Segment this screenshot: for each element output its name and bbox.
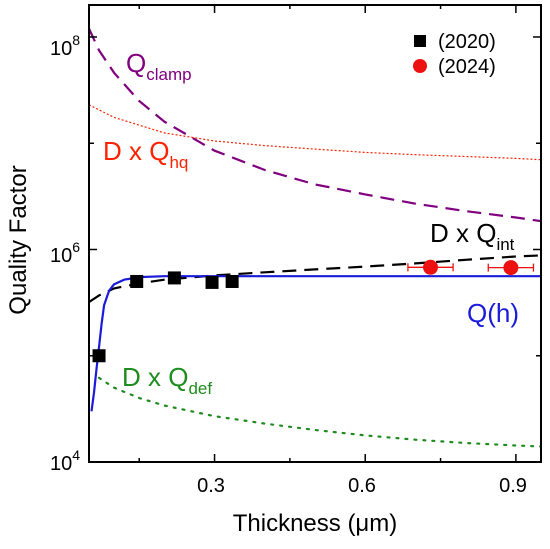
q-def-curve xyxy=(97,376,541,448)
q-clamp-curve xyxy=(89,28,541,223)
data-point-2024 xyxy=(503,260,519,276)
x-tick-label: 0.3 xyxy=(197,475,225,497)
legend-marker-2020 xyxy=(414,35,426,47)
q-clamp-label: Qclamp xyxy=(126,48,192,84)
legend: (2020) (2024) xyxy=(413,31,496,78)
data-point-2020 xyxy=(225,274,239,288)
data-markers xyxy=(92,259,535,363)
axis-ticks xyxy=(89,5,541,463)
legend-marker-2024 xyxy=(413,59,427,73)
legend-label-2024: (2024) xyxy=(438,56,496,78)
q-def-label: D x Qdef xyxy=(122,362,212,398)
data-point-2020 xyxy=(167,271,181,285)
x-tick-label: 0.6 xyxy=(348,475,376,497)
plot-frame xyxy=(88,4,542,463)
y-tick-label: 108 xyxy=(50,32,80,60)
data-point-2024 xyxy=(423,259,439,275)
q-int-curve xyxy=(89,254,541,304)
y-tick-label: 104 xyxy=(50,447,80,475)
y-tick-label: 106 xyxy=(50,239,80,267)
x-axis-title: Thickness (μm) xyxy=(233,510,398,537)
data-point-2020 xyxy=(130,274,144,288)
q-h-label: Q(h) xyxy=(467,298,519,328)
data-point-2020 xyxy=(92,349,106,363)
q-hq-curve xyxy=(89,104,541,161)
data-point-2020 xyxy=(205,275,219,289)
x-tick-label: 0.9 xyxy=(499,475,527,497)
q-hq-label: D x Qhq xyxy=(103,136,188,172)
y-axis-title: Quality Factor xyxy=(5,165,32,314)
q-int-label: D x Qint xyxy=(430,218,515,254)
legend-label-2020: (2020) xyxy=(438,31,496,53)
